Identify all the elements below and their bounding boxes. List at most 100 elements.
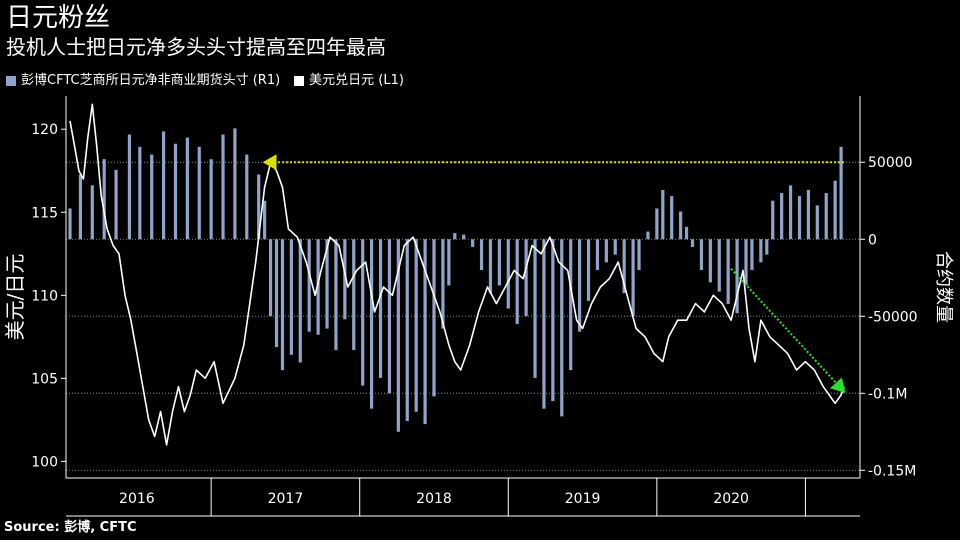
- position-bar-59: [613, 239, 617, 255]
- position-bar-67: [679, 211, 683, 240]
- position-bar-40: [447, 239, 451, 286]
- left-axis-title: 美元/日元: [3, 254, 27, 341]
- position-bar-4: [114, 169, 118, 240]
- position-bar-25: [316, 239, 320, 335]
- position-bar-83: [806, 189, 810, 240]
- right-tick-label-0: 50000: [868, 155, 913, 171]
- position-bar-29: [352, 239, 356, 351]
- right-tick-label-4: -0.15M: [868, 463, 916, 479]
- position-bar-48: [515, 239, 519, 324]
- source-note: Source: 彭博, CFTC: [4, 520, 137, 535]
- x-tick-label-2019: 2019: [565, 491, 601, 507]
- position-bar-38: [432, 239, 436, 397]
- position-bar-39: [441, 239, 445, 329]
- x-tick-label-2016: 2016: [119, 491, 155, 507]
- position-bar-58: [604, 239, 608, 263]
- usdjpy-line: [69, 103, 845, 446]
- position-bar-85: [824, 193, 828, 240]
- position-bar-68: [684, 226, 689, 240]
- position-bar-65: [661, 189, 665, 240]
- position-bar-73: [726, 239, 730, 304]
- legend-item-bars: 彭博CFTC芝商所日元净非商业期货头寸 (R1): [6, 72, 280, 90]
- position-bar-49: [524, 239, 528, 317]
- position-bar-34: [396, 239, 400, 432]
- position-bar-71: [708, 239, 712, 283]
- position-bar-24: [307, 239, 311, 332]
- left-tick-label-4: 120: [31, 122, 58, 138]
- left-tick-label-1: 105: [31, 371, 58, 387]
- position-bar-13: [221, 134, 225, 240]
- right-tick-label-1: 0: [868, 232, 877, 248]
- position-bar-84: [815, 205, 819, 240]
- position-bar-27: [334, 239, 338, 351]
- position-bar-14: [233, 128, 237, 240]
- legend-label-bars: 彭博CFTC芝商所日元净非商业期货头寸 (R1): [21, 73, 281, 88]
- position-bar-19: [268, 239, 273, 317]
- position-bar-75: [744, 239, 748, 286]
- legend-swatch-line: [294, 76, 305, 86]
- position-bar-1: [78, 174, 82, 240]
- left-tick-label-3: 115: [31, 205, 58, 221]
- position-bar-15: [245, 154, 249, 240]
- legend-swatch-bars: [6, 76, 16, 86]
- position-bar-26: [325, 239, 329, 329]
- position-bar-55: [578, 239, 582, 332]
- position-bar-35: [405, 239, 409, 422]
- chart-subtitle: 投机人士把日元净多头头寸提高至四年最高: [6, 35, 386, 59]
- right-axis-title: 合约数量: [933, 251, 954, 323]
- position-bar-69: [690, 239, 695, 247]
- position-bar-22: [289, 239, 293, 355]
- chart-title: 日元粉丝: [6, 3, 111, 33]
- position-bar-42: [462, 234, 466, 240]
- position-bar-36: [414, 239, 418, 412]
- position-bar-82: [797, 196, 802, 240]
- right-tick-label-2: -50000: [868, 309, 918, 325]
- position-bar-86: [833, 180, 837, 240]
- position-bar-80: [780, 193, 784, 240]
- position-bar-5: [127, 134, 132, 240]
- position-bar-78: [765, 239, 769, 255]
- position-bar-60: [622, 239, 626, 294]
- position-bar-66: [670, 196, 674, 240]
- position-bar-11: [197, 146, 201, 240]
- position-bar-63: [646, 231, 650, 240]
- position-bar-17: [263, 200, 267, 240]
- position-bar-8: [162, 131, 166, 240]
- position-bar-61: [631, 239, 635, 317]
- position-bar-10: [185, 137, 189, 240]
- right-tick-label-3: -0.1M: [868, 386, 907, 402]
- position-bar-32: [378, 239, 383, 378]
- position-bar-43: [471, 239, 475, 247]
- position-bar-41: [453, 233, 457, 240]
- position-bar-30: [361, 239, 365, 386]
- x-tick-label-2018: 2018: [416, 491, 452, 507]
- position-bar-79: [771, 200, 775, 240]
- position-bar-52: [551, 239, 555, 401]
- position-bar-56: [586, 239, 591, 301]
- annotation-arrow-green: [730, 268, 846, 394]
- legend: 彭博CFTC芝商所日元净非商业期货头寸 (R1) 美元兑日元 (L1): [6, 72, 418, 90]
- position-bar-50: [533, 239, 537, 378]
- position-bar-31: [370, 239, 374, 409]
- position-bar-45: [488, 239, 493, 294]
- position-bar-46: [497, 239, 501, 286]
- position-bar-72: [717, 239, 721, 292]
- position-bar-16: [257, 174, 261, 240]
- legend-item-line: 美元兑日元 (L1): [294, 72, 404, 90]
- position-bar-70: [699, 239, 704, 271]
- position-bar-9: [173, 143, 178, 240]
- position-bar-6: [138, 146, 142, 240]
- position-bar-21: [280, 239, 285, 371]
- position-bar-76: [750, 239, 754, 271]
- position-bar-87: [839, 146, 843, 240]
- left-tick-label-0: 100: [31, 454, 58, 470]
- position-bar-12: [209, 159, 213, 240]
- position-bar-44: [479, 239, 484, 271]
- position-bar-3: [102, 159, 106, 240]
- position-bar-54: [569, 239, 573, 371]
- position-bar-7: [150, 154, 154, 240]
- position-bar-51: [542, 239, 546, 409]
- position-bar-47: [506, 239, 510, 309]
- legend-label-line: 美元兑日元 (L1): [309, 73, 404, 88]
